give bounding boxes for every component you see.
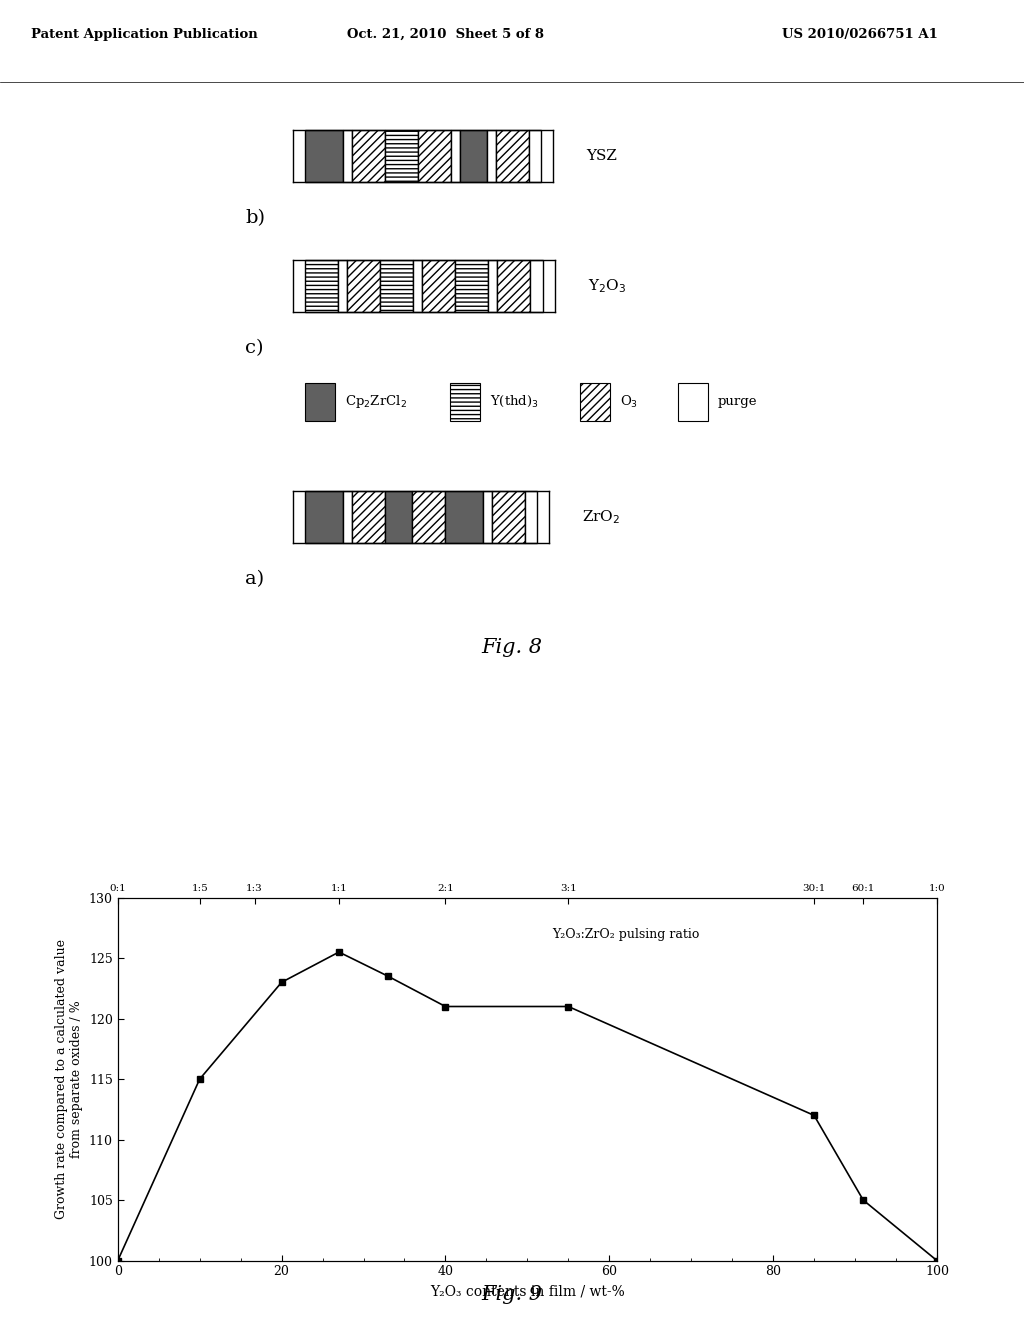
Bar <box>338 260 347 313</box>
Bar <box>305 260 338 313</box>
Bar <box>352 491 385 543</box>
Text: O$_3$: O$_3$ <box>620 393 638 409</box>
Bar <box>305 383 335 421</box>
Bar <box>412 491 444 543</box>
Bar <box>418 129 451 182</box>
Text: Fig. 9: Fig. 9 <box>481 1286 543 1304</box>
Text: c): c) <box>245 339 263 358</box>
Text: b): b) <box>245 209 265 227</box>
Bar <box>524 491 538 543</box>
Bar <box>496 129 528 182</box>
Text: purge: purge <box>718 395 758 408</box>
Bar <box>343 491 352 543</box>
Text: Y$_2$O$_3$: Y$_2$O$_3$ <box>588 277 626 296</box>
X-axis label: Y₂O₃ contents in film / wt-%: Y₂O₃ contents in film / wt-% <box>430 1284 625 1298</box>
Text: US 2010/0266751 A1: US 2010/0266751 A1 <box>782 28 938 41</box>
Text: Y(thd)$_3$: Y(thd)$_3$ <box>490 395 539 409</box>
Text: Patent Application Publication: Patent Application Publication <box>31 28 257 41</box>
Bar <box>678 383 708 421</box>
Bar <box>305 129 343 182</box>
Text: Fig. 8: Fig. 8 <box>481 638 543 657</box>
Bar <box>580 383 610 421</box>
Bar <box>528 129 542 182</box>
Bar <box>530 260 543 313</box>
Bar <box>385 129 418 182</box>
Bar <box>488 260 497 313</box>
Text: YSZ: YSZ <box>586 149 617 162</box>
Bar <box>413 260 422 313</box>
Bar <box>492 491 524 543</box>
Bar <box>497 260 530 313</box>
Bar <box>486 129 496 182</box>
Bar <box>422 260 455 313</box>
Bar <box>347 260 380 313</box>
Bar <box>380 260 413 313</box>
Text: a): a) <box>245 570 264 589</box>
Bar <box>352 129 385 182</box>
Bar <box>305 491 343 543</box>
Bar <box>460 129 486 182</box>
Text: Oct. 21, 2010  Sheet 5 of 8: Oct. 21, 2010 Sheet 5 of 8 <box>347 28 544 41</box>
Bar <box>385 491 412 543</box>
Text: Y₂O₃:ZrO₂ pulsing ratio: Y₂O₃:ZrO₂ pulsing ratio <box>552 928 699 941</box>
Text: ZrO$_2$: ZrO$_2$ <box>583 508 621 525</box>
Bar <box>482 491 492 543</box>
Bar <box>451 129 460 182</box>
Bar <box>450 383 480 421</box>
Bar <box>343 129 352 182</box>
Bar <box>455 260 488 313</box>
Text: Cp$_2$ZrCl$_2$: Cp$_2$ZrCl$_2$ <box>345 393 407 411</box>
Y-axis label: Growth rate compared to a calculated value
from separate oxides / %: Growth rate compared to a calculated val… <box>55 939 83 1220</box>
Bar <box>444 491 482 543</box>
